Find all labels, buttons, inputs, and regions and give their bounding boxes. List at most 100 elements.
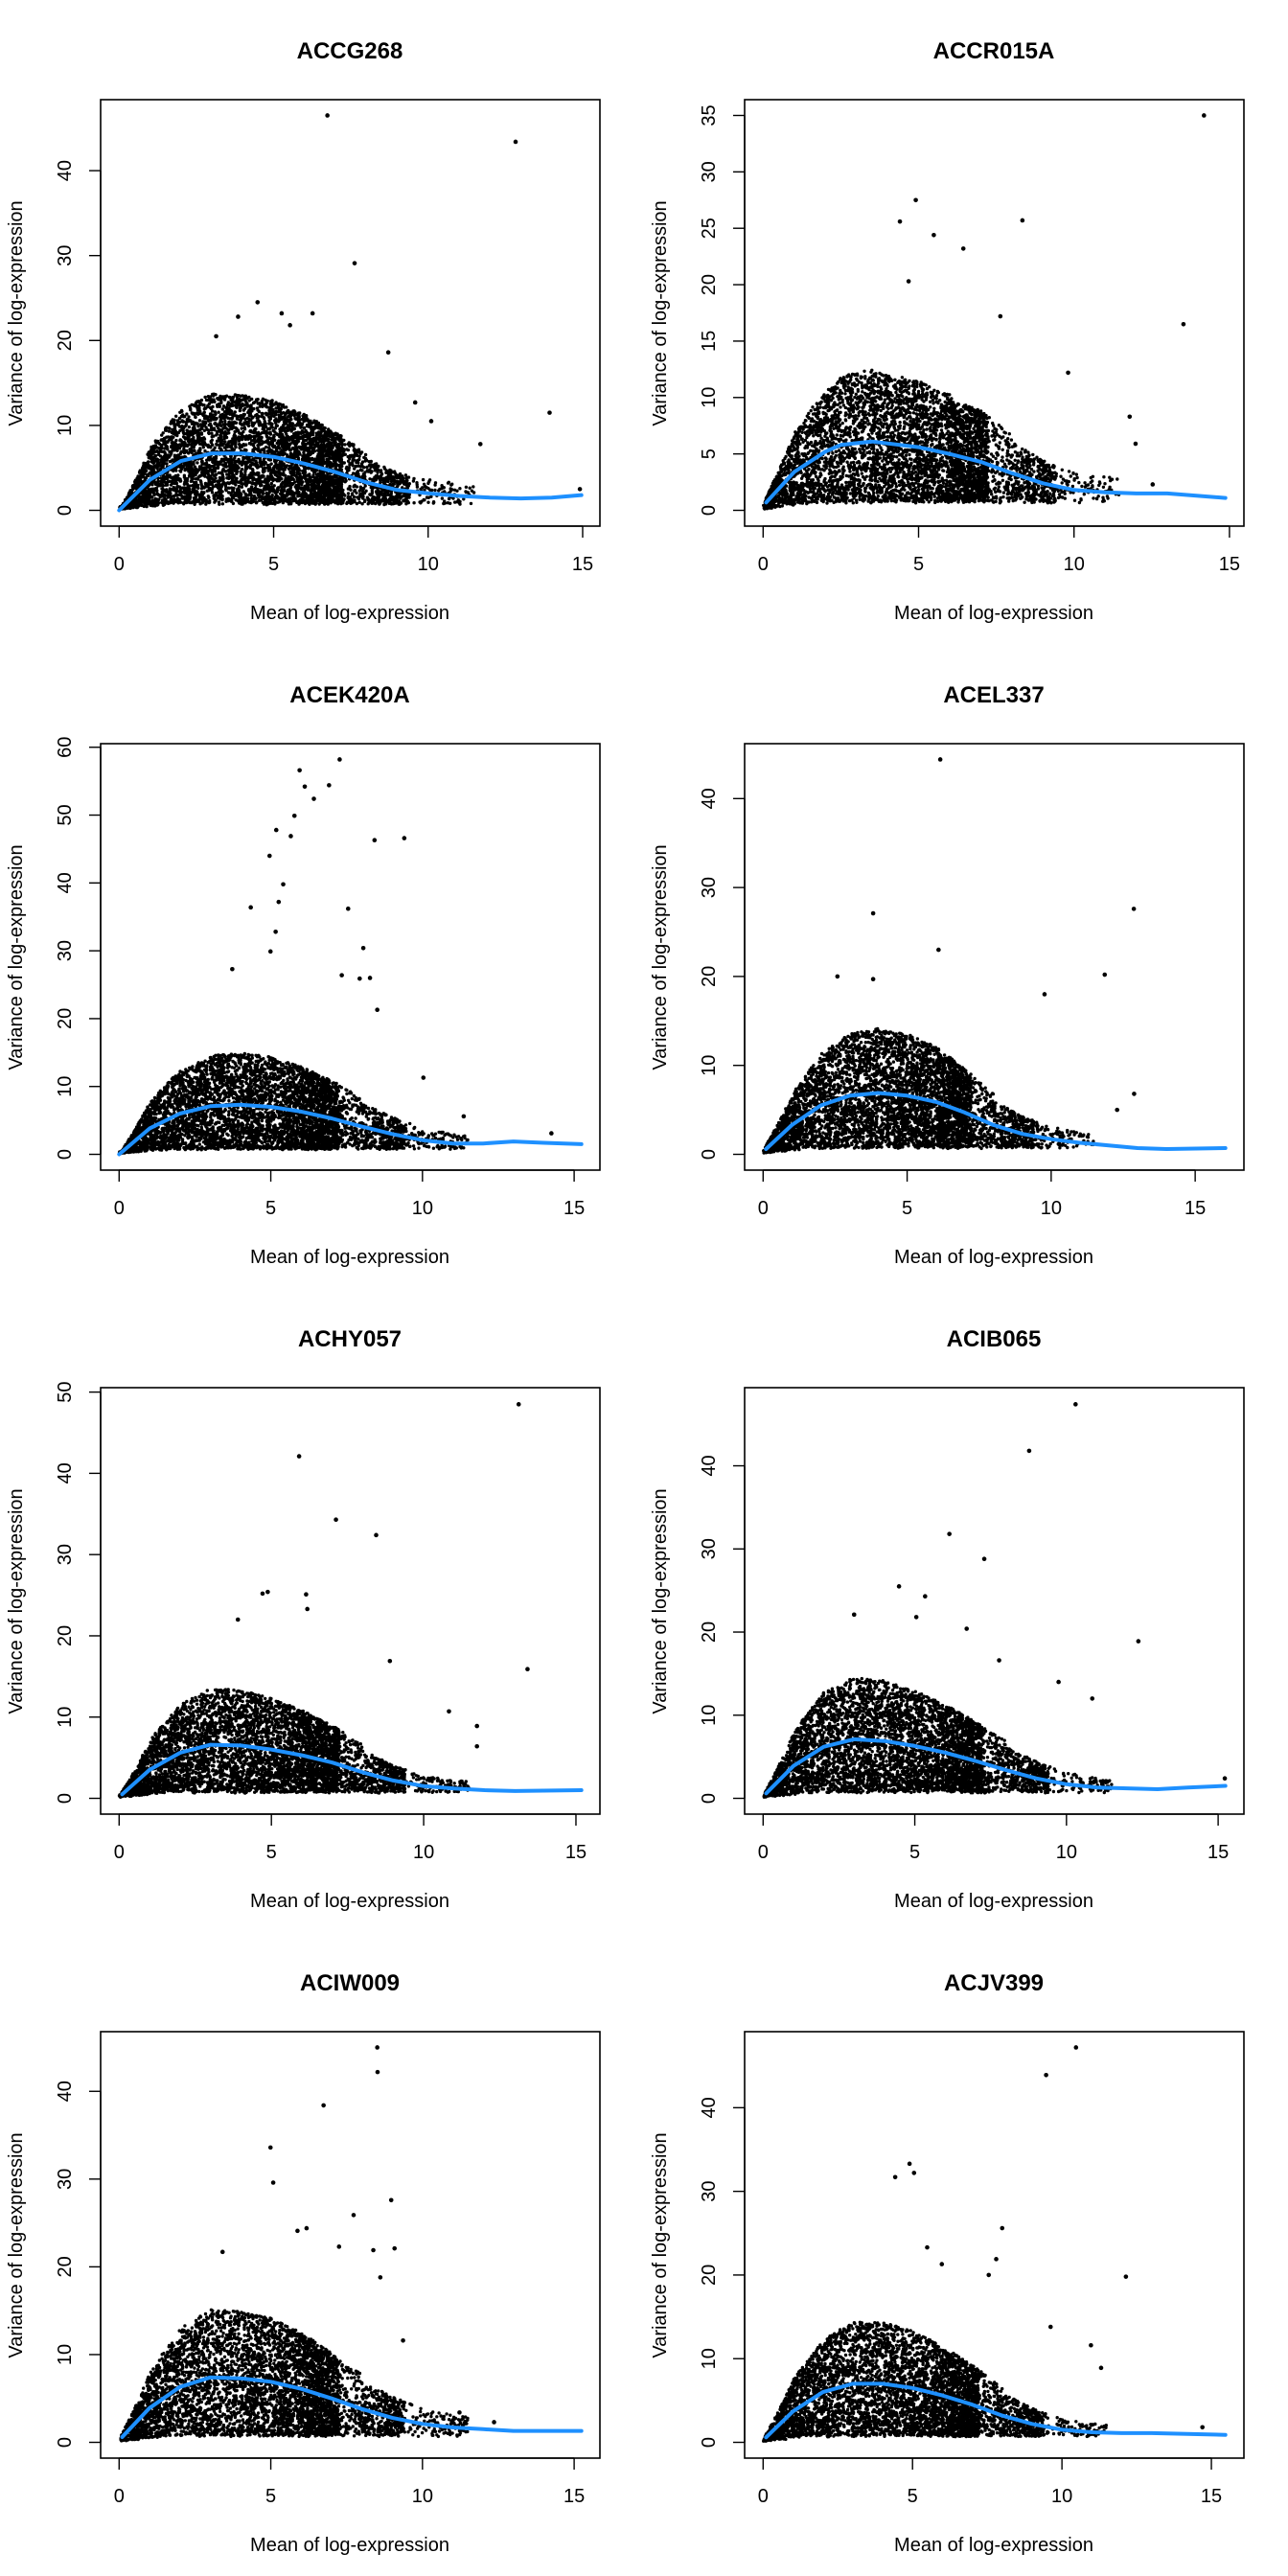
data-point: [367, 976, 373, 980]
y-axis-label: Variance of log-expression: [650, 200, 671, 426]
y-tick-label: 5: [699, 448, 720, 459]
data-point: [311, 796, 316, 801]
data-point: [230, 966, 235, 972]
data-point: [1133, 441, 1138, 447]
y-tick-label: 40: [55, 2081, 76, 2102]
data-point: [998, 313, 1003, 319]
data-point: [1089, 2342, 1093, 2348]
y-tick-label: 40: [699, 1455, 720, 1476]
data-point: [325, 113, 330, 118]
x-tick-label: 0: [758, 2486, 769, 2507]
data-point: [1020, 218, 1025, 223]
data-point: [260, 1591, 265, 1597]
y-tick-label: 40: [699, 2097, 720, 2118]
y-tick-label: 30: [699, 161, 720, 182]
data-point: [870, 977, 876, 982]
x-tick-label: 10: [418, 554, 439, 575]
x-tick-label: 15: [1219, 554, 1240, 575]
data-point: [279, 310, 285, 316]
data-point: [1222, 1776, 1228, 1781]
y-tick-label: 40: [55, 160, 76, 181]
x-tick-label: 5: [266, 1842, 277, 1863]
x-axis-label: Mean of log-expression: [250, 2535, 449, 2556]
x-tick-label: 0: [758, 554, 769, 575]
data-point: [1047, 2324, 1053, 2330]
data-point: [516, 1402, 521, 1407]
y-tick-label: 10: [55, 1076, 76, 1097]
point-cloud: [762, 1676, 1114, 1799]
data-point: [577, 487, 583, 492]
data-point: [477, 442, 483, 447]
data-point: [267, 2145, 273, 2150]
data-point: [281, 882, 286, 887]
data-point: [474, 1743, 480, 1749]
x-tick-label: 15: [564, 1198, 585, 1219]
point-cloud: [762, 2320, 1108, 2443]
data-point: [1102, 972, 1108, 978]
x-tick-label: 0: [114, 1842, 125, 1863]
data-point: [892, 2174, 898, 2180]
x-tick-label: 15: [565, 1842, 586, 1863]
chart-title: ACHY057: [298, 1326, 402, 1352]
data-point: [360, 945, 366, 951]
x-tick-label: 5: [265, 1198, 276, 1219]
data-point: [1115, 1107, 1119, 1113]
data-point: [372, 838, 378, 843]
trend-line: [764, 2381, 1228, 2440]
data-point: [907, 2161, 912, 2167]
data-point: [265, 1589, 270, 1595]
y-tick-label: 40: [699, 788, 720, 809]
data-point: [351, 2213, 356, 2218]
y-axis-label: Variance of log-expression: [650, 1488, 671, 1714]
y-tick-label: 40: [55, 1462, 76, 1484]
data-point: [835, 974, 840, 979]
data-point: [321, 2103, 326, 2108]
y-tick-label: 0: [55, 1149, 76, 1160]
data-point: [273, 930, 278, 934]
data-point: [267, 949, 273, 954]
data-point: [457, 2410, 462, 2415]
data-point: [401, 2338, 405, 2343]
y-tick-label: 60: [55, 737, 76, 758]
x-tick-label: 15: [572, 554, 593, 575]
data-point: [447, 1709, 451, 1714]
data-point: [374, 1532, 379, 1538]
data-point: [981, 1556, 987, 1561]
plot-box: [100, 743, 601, 1171]
data-point: [388, 2197, 394, 2203]
data-point: [964, 1626, 969, 1631]
y-axis-label: Variance of log-expression: [6, 1488, 27, 1714]
data-point: [925, 2244, 930, 2250]
x-tick-label: 10: [1051, 2486, 1072, 2507]
y-tick-label: 20: [699, 2265, 720, 2286]
trend-line: [117, 1102, 584, 1157]
data-point: [1131, 907, 1137, 911]
trend-line: [120, 2375, 584, 2439]
y-axis-label: Variance of log-expression: [6, 2132, 27, 2358]
x-tick-label: 5: [913, 554, 924, 575]
data-point: [339, 973, 344, 978]
x-tick-label: 10: [1041, 1198, 1062, 1219]
data-point: [1042, 992, 1047, 997]
y-tick-label: 0: [699, 2437, 720, 2448]
data-point: [412, 400, 418, 405]
chart-title: ACIW009: [300, 1970, 400, 1996]
y-tick-label: 30: [55, 1544, 76, 1565]
plot-box: [100, 2031, 601, 2459]
y-tick-label: 20: [55, 1625, 76, 1646]
chart-title: ACEK420A: [289, 682, 409, 708]
data-point: [375, 2069, 380, 2075]
data-point: [255, 300, 261, 305]
data-point: [387, 1658, 393, 1664]
x-tick-label: 15: [1201, 2486, 1222, 2507]
data-point: [1073, 2045, 1079, 2050]
y-tick-label: 30: [699, 1538, 720, 1559]
scatter-panel: ACEK420A 0 5 10 15 0 10 20 30 40 50 60 Mean of log-e…: [6, 682, 601, 1268]
data-point: [297, 768, 302, 773]
x-axis-label: Mean of log-expression: [250, 1891, 449, 1912]
x-tick-label: 10: [413, 1842, 434, 1863]
data-point: [302, 784, 308, 790]
data-point: [310, 310, 315, 316]
data-point: [327, 783, 332, 788]
y-tick-label: 30: [55, 940, 76, 961]
